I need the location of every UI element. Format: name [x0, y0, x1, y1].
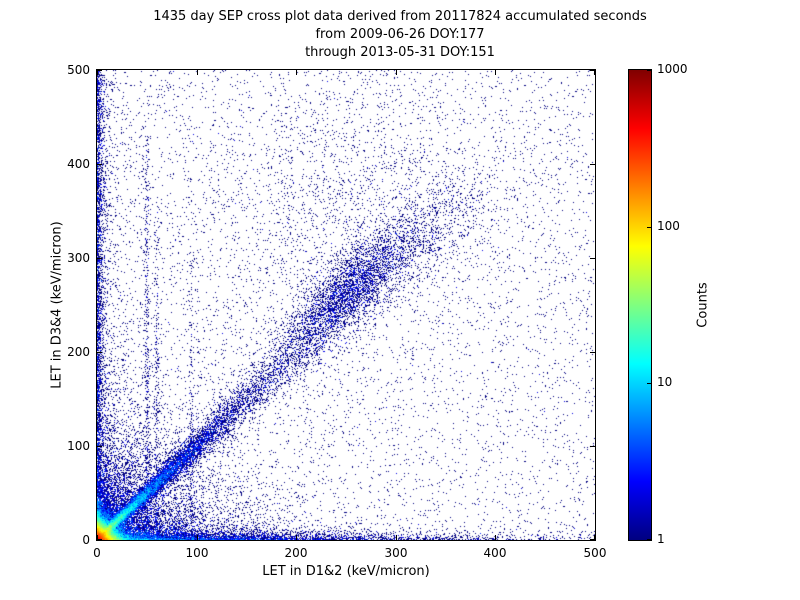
x-tick-label: 100 [185, 546, 209, 560]
y-tick-label: 100 [67, 439, 90, 453]
y-tick-label: 300 [67, 251, 90, 265]
x-tick [97, 70, 98, 75]
colorbar-label: Counts [695, 282, 711, 328]
colorbar-tick [647, 383, 651, 384]
chart-title: 1435 day SEP cross plot data derived fro… [153, 9, 647, 24]
scatter-canvas [97, 70, 595, 540]
colorbar-tick-label: 100 [657, 219, 680, 233]
y-tick-label: 400 [67, 157, 90, 171]
x-tick [594, 70, 595, 75]
y-tick-label: 0 [82, 533, 90, 547]
x-tick-label: 0 [93, 546, 101, 560]
y-tick [97, 539, 102, 540]
colorbar [628, 69, 652, 541]
colorbar-tick [647, 70, 651, 71]
y-tick [97, 446, 102, 447]
x-tick [296, 535, 297, 540]
x-axis-label: LET in D1&2 (keV/micron) [262, 564, 430, 579]
x-tick-label: 500 [583, 546, 607, 560]
x-tick [396, 535, 397, 540]
y-tick [97, 164, 102, 165]
y-tick [97, 70, 102, 71]
colorbar-tick [647, 227, 651, 228]
y-tick [97, 258, 102, 259]
colorbar-tick [647, 539, 651, 540]
colorbar-gradient [629, 70, 651, 540]
x-tick-label: 200 [284, 546, 308, 560]
y-axis-label: LET in D3&4 (keV/micron) [49, 221, 65, 389]
x-tick-label: 400 [483, 546, 507, 560]
x-tick [495, 70, 496, 75]
x-tick-label: 300 [384, 546, 408, 560]
x-tick [396, 70, 397, 75]
colorbar-tick-label: 10 [657, 375, 673, 389]
y-tick-label: 500 [67, 63, 90, 77]
x-tick [296, 70, 297, 75]
y-tick [97, 352, 102, 353]
y-tick [590, 539, 595, 540]
colorbar-tick-label: 1000 [657, 62, 688, 76]
plot-area [96, 69, 596, 541]
x-tick [495, 535, 496, 540]
chart-subtitle-through: through 2013-05-31 DOY:151 [305, 45, 495, 60]
colorbar-tick-label: 1 [657, 532, 665, 546]
x-tick [197, 70, 198, 75]
y-tick [590, 258, 595, 259]
y-tick [590, 446, 595, 447]
x-tick [197, 535, 198, 540]
y-tick [590, 352, 595, 353]
y-tick [590, 164, 595, 165]
x-tick [97, 535, 98, 540]
y-tick-label: 200 [67, 345, 90, 359]
y-tick [590, 70, 595, 71]
x-tick [594, 535, 595, 540]
chart-subtitle-from: from 2009-06-26 DOY:177 [315, 27, 485, 42]
